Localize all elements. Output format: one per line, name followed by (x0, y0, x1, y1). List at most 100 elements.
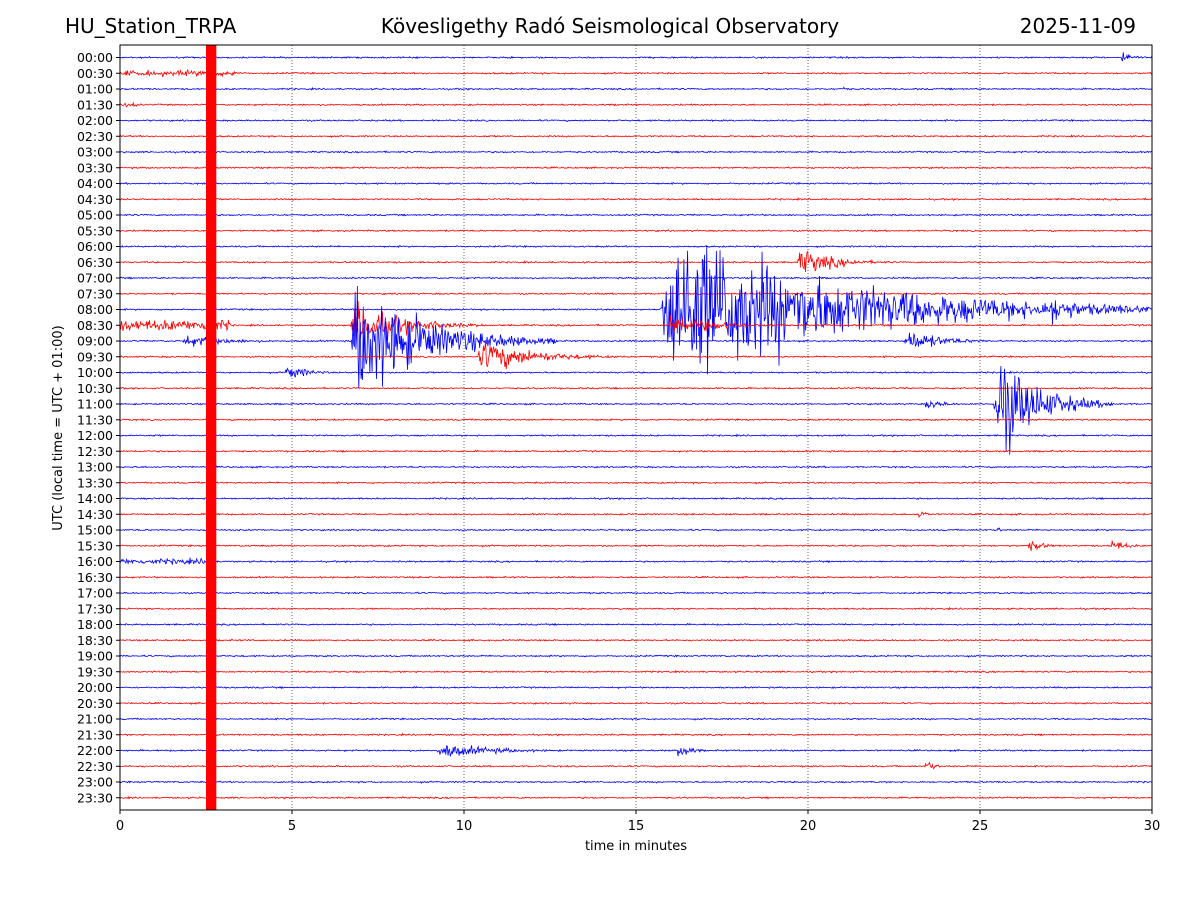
trace-row-1500 (120, 527, 1152, 532)
trace-row-0800 (120, 245, 1152, 375)
trace-row-0230 (120, 134, 1152, 139)
trace-row-0930 (120, 340, 1152, 370)
trace-row-2200 (120, 745, 1152, 758)
x-tick-label: 20 (800, 819, 817, 834)
y-tick-label: 01:30 (77, 97, 113, 112)
y-tick-label: 17:30 (77, 601, 113, 616)
y-tick-label: 02:30 (77, 129, 113, 144)
saturation-band (206, 45, 217, 810)
y-tick-label: 14:30 (77, 507, 113, 522)
trace-row-1900 (120, 654, 1152, 658)
clipping-band (206, 45, 217, 810)
x-tick-label: 25 (972, 819, 989, 834)
station-name: HU_Station_TRPA (65, 14, 237, 38)
trace-row-1300 (120, 465, 1152, 469)
y-tick-label: 05:30 (77, 223, 113, 238)
trace-row-2230 (120, 761, 1152, 770)
y-tick-label: 15:00 (77, 523, 113, 538)
seismic-traces (120, 52, 1152, 800)
y-tick-label: 20:30 (77, 696, 113, 711)
x-tick-label: 5 (288, 819, 296, 834)
trace-row-0100 (120, 86, 1152, 91)
grid-lines (291, 45, 981, 810)
trace-row-1730 (120, 606, 1152, 611)
trace-row-0400 (120, 181, 1152, 186)
y-tick-label: 00:00 (77, 50, 113, 65)
trace-row-2330 (120, 795, 1152, 800)
trace-row-1600 (120, 557, 1152, 565)
trace-row-1630 (120, 575, 1152, 580)
trace-row-0500 (120, 213, 1152, 217)
x-tick-label: 15 (628, 819, 645, 834)
trace-row-1430 (120, 511, 1152, 519)
trace-row-1030 (120, 386, 1152, 391)
trace-row-1200 (120, 433, 1152, 438)
y-tick-label: 11:00 (77, 397, 113, 412)
y-tick-label: 06:00 (77, 239, 113, 254)
trace-row-2030 (120, 701, 1152, 706)
trace-row-1330 (120, 481, 1152, 485)
trace-row-1100 (120, 366, 1152, 455)
trace-row-1700 (120, 591, 1152, 595)
y-tick-label: 05:00 (77, 208, 113, 223)
y-tick-label: 21:30 (77, 727, 113, 742)
trace-row-1230 (120, 449, 1152, 453)
y-tick-label: 10:30 (77, 381, 113, 396)
y-tick-label: 16:30 (77, 570, 113, 585)
y-tick-label: 04:30 (77, 192, 113, 207)
y-tick-label: 01:00 (77, 82, 113, 97)
y-tick-label: 09:00 (77, 334, 113, 349)
observatory-title: Kövesligethy Radó Seismological Observat… (380, 14, 840, 38)
trace-row-1000 (120, 367, 1152, 378)
x-axis-label: time in minutes (585, 839, 687, 854)
y-tick-label: 07:00 (77, 271, 113, 286)
y-axis-ticks: 00:0000:3001:0001:3002:0002:3003:0003:30… (77, 50, 120, 805)
trace-row-0000 (120, 52, 1152, 62)
y-tick-label: 03:30 (77, 160, 113, 175)
y-tick-label: 03:00 (77, 145, 113, 160)
trace-row-0600 (120, 244, 1152, 249)
trace-row-1930 (120, 669, 1152, 674)
trace-row-0630 (120, 250, 1152, 273)
trace-row-2300 (120, 780, 1152, 784)
x-tick-label: 10 (456, 819, 473, 834)
y-tick-label: 13:30 (77, 475, 113, 490)
y-tick-label: 23:00 (77, 775, 113, 790)
trace-row-0830 (120, 300, 1152, 345)
trace-row-0130 (120, 101, 1152, 108)
y-tick-label: 12:30 (77, 444, 113, 459)
trace-row-0200 (120, 118, 1152, 123)
trace-row-0730 (120, 292, 1152, 296)
trace-row-1800 (120, 622, 1152, 627)
x-axis-ticks: 0 5 10 15 20 25 30 (116, 810, 1160, 834)
x-tick-label: 0 (116, 819, 124, 834)
y-tick-label: 22:00 (77, 743, 113, 758)
y-axis-label: UTC (local time = UTC + 01:00) (51, 325, 66, 530)
y-tick-label: 12:00 (77, 428, 113, 443)
y-tick-label: 17:00 (77, 586, 113, 601)
y-tick-label: 08:00 (77, 302, 113, 317)
trace-row-1830 (120, 638, 1152, 643)
y-tick-label: 07:30 (77, 286, 113, 301)
y-tick-label: 04:00 (77, 176, 113, 191)
y-tick-label: 18:30 (77, 633, 113, 648)
y-tick-label: 21:00 (77, 712, 113, 727)
trace-row-0900 (120, 286, 1152, 389)
trace-row-0330 (120, 166, 1152, 170)
y-tick-label: 06:30 (77, 255, 113, 270)
y-tick-label: 08:30 (77, 318, 113, 333)
y-tick-label: 10:00 (77, 365, 113, 380)
trace-row-1130 (120, 418, 1152, 422)
trace-row-0030 (120, 68, 1152, 78)
trace-row-2100 (120, 717, 1152, 721)
trace-row-0530 (120, 229, 1152, 233)
y-tick-label: 20:00 (77, 680, 113, 695)
trace-row-0300 (120, 150, 1152, 154)
y-tick-label: 11:30 (77, 412, 113, 427)
trace-row-0430 (120, 197, 1152, 202)
y-tick-label: 09:30 (77, 349, 113, 364)
y-tick-label: 16:00 (77, 554, 113, 569)
chart-date: 2025-11-09 (1019, 14, 1136, 38)
y-tick-label: 19:00 (77, 649, 113, 664)
